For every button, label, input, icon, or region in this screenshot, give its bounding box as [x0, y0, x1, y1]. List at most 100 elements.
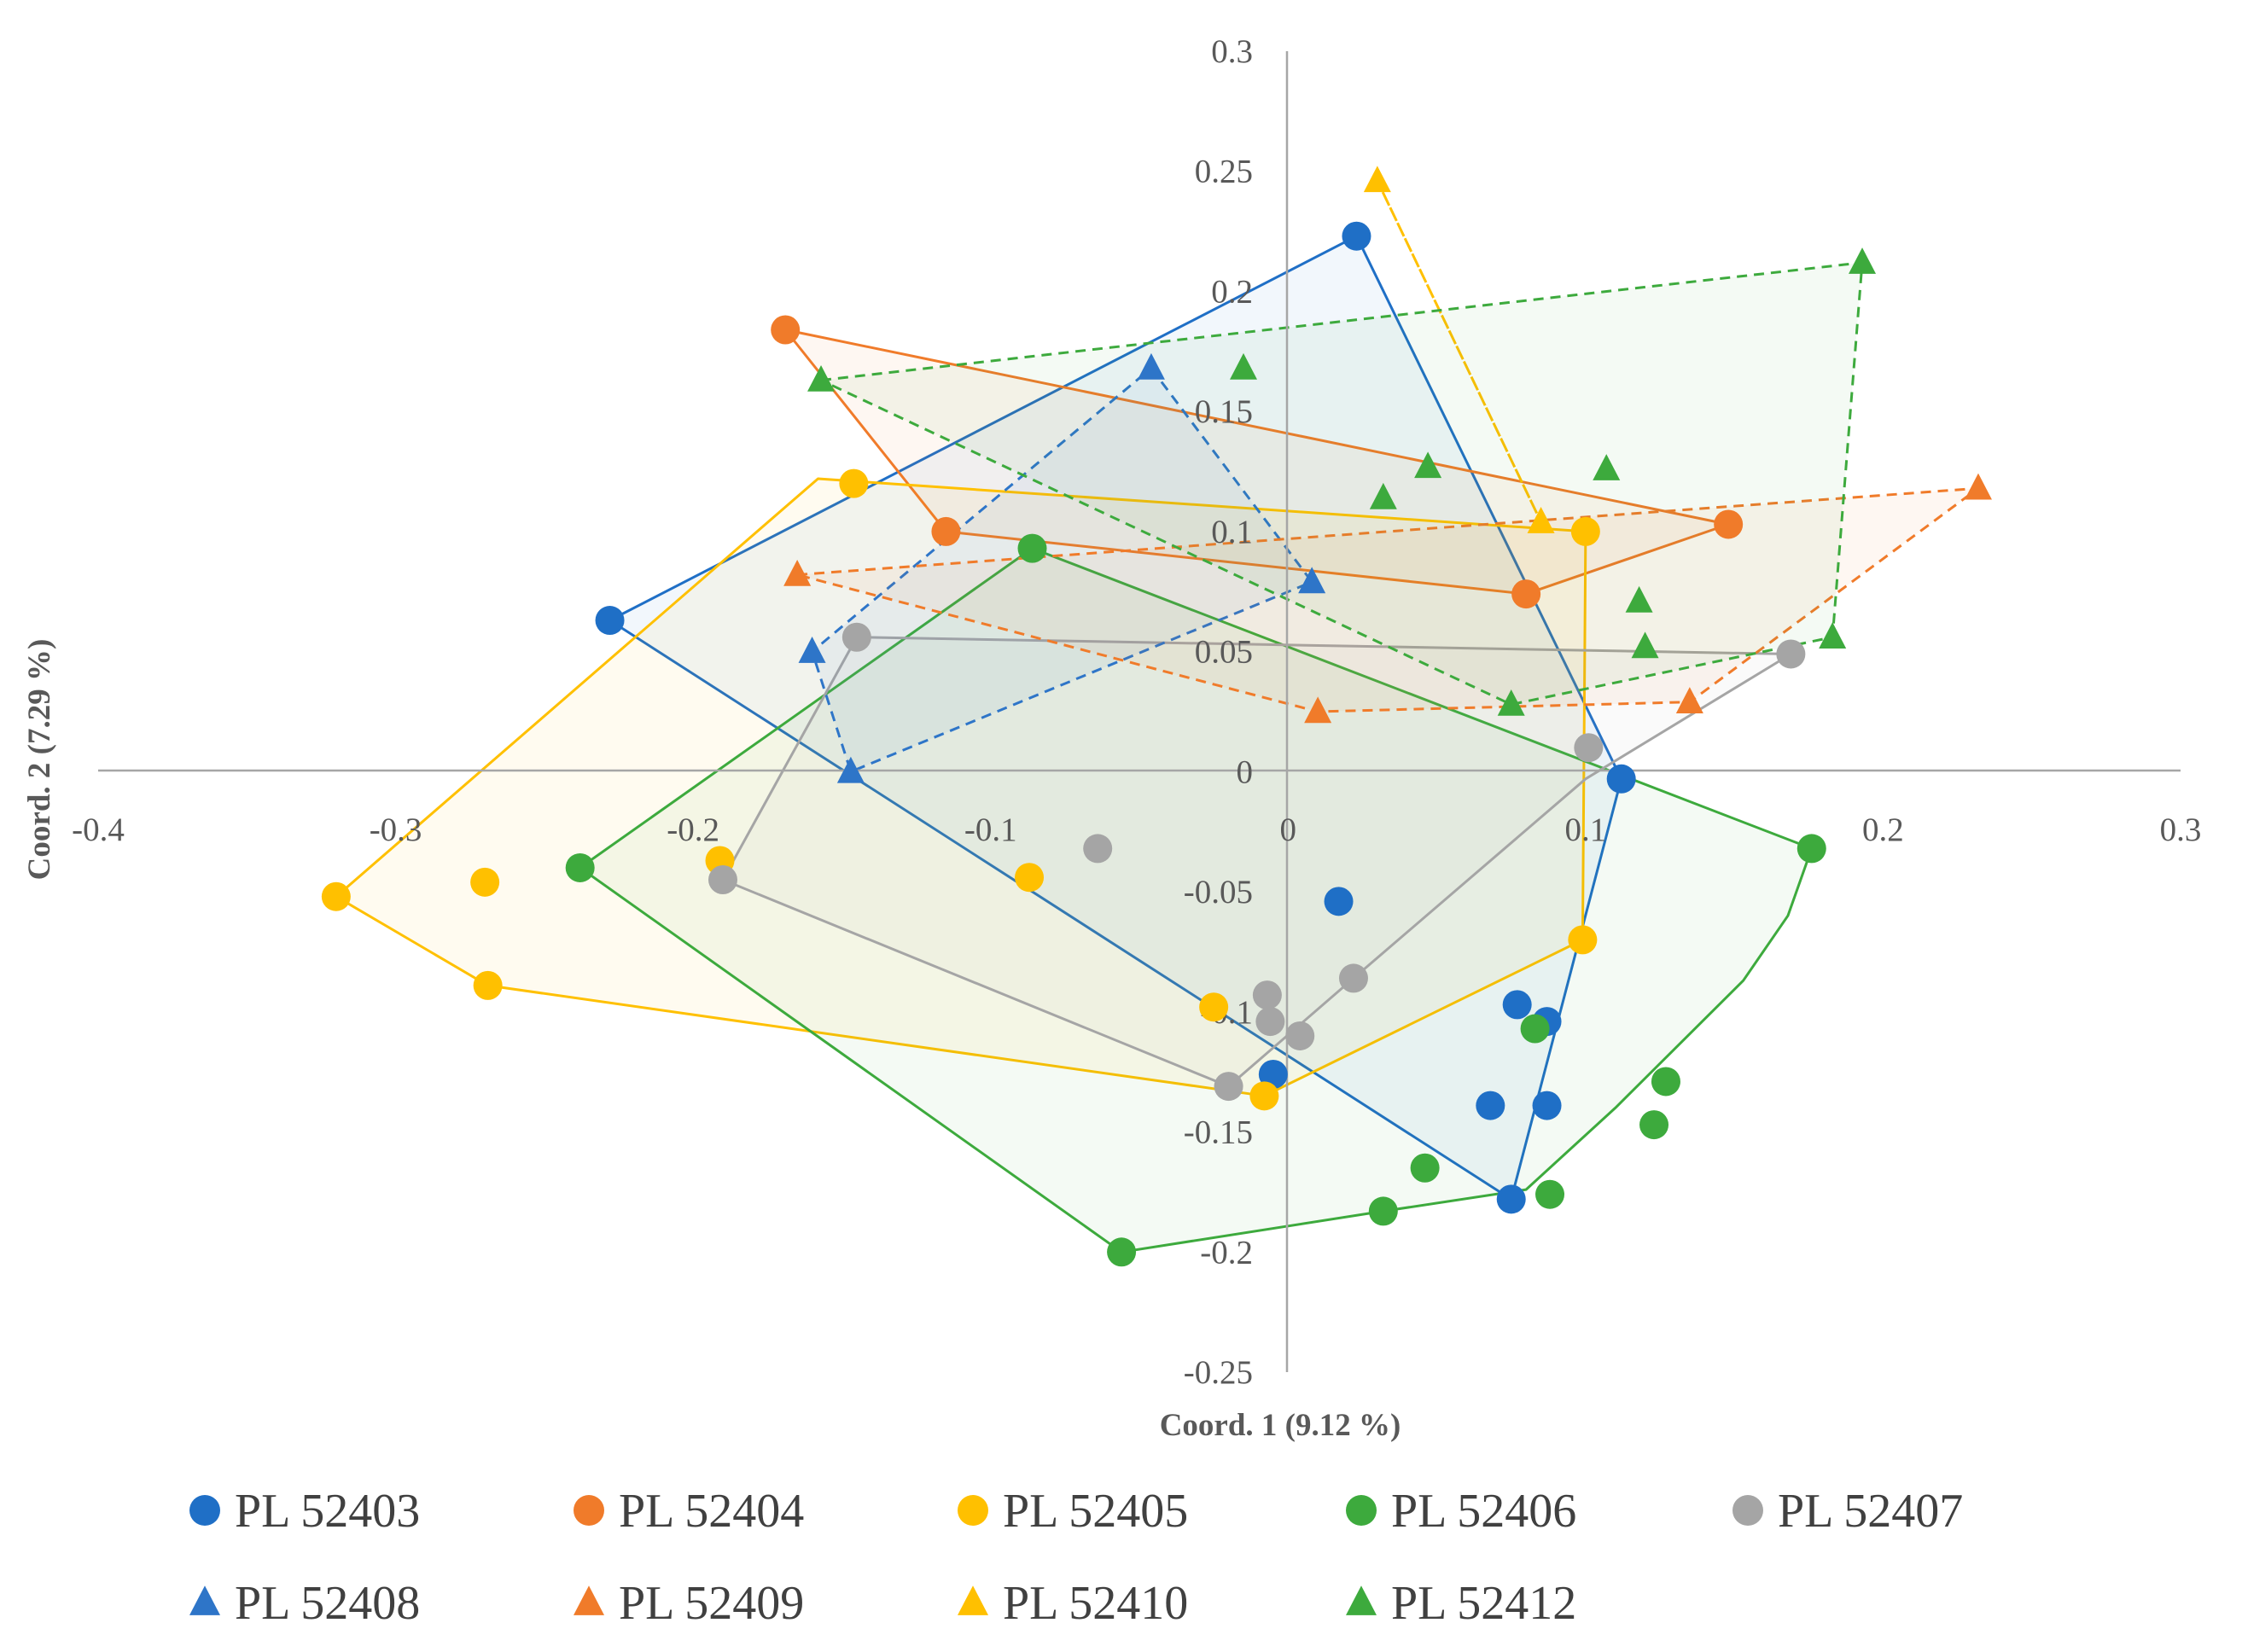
x-tick-label: 0.3 — [2160, 811, 2202, 848]
point-pl-52405 — [1570, 516, 1600, 546]
point-pl-52412 — [1849, 247, 1877, 274]
point-pl-52406 — [1797, 834, 1826, 864]
point-pl-52407 — [1776, 639, 1806, 669]
point-pl-52403 — [1476, 1091, 1505, 1120]
legend-marker-pl-52405 — [958, 1495, 988, 1526]
y-tick-label: 0.05 — [1195, 634, 1253, 671]
point-pl-52407 — [1255, 1007, 1285, 1037]
point-pl-52407 — [1338, 963, 1368, 993]
legend-marker-pl-52406 — [1346, 1495, 1377, 1526]
y-axis-title: Coord. 2 (7.29 %) — [22, 639, 57, 881]
y-tick-label: 0.2 — [1211, 273, 1253, 310]
point-pl-52403 — [1606, 764, 1636, 794]
point-pl-52405 — [839, 468, 869, 498]
point-pl-52409 — [1675, 687, 1703, 713]
point-pl-52403 — [1496, 1184, 1526, 1214]
point-pl-52412 — [1819, 622, 1847, 649]
legend: PL 52403 PL 52404 PL 52405 PL 52406 PL 52407… — [189, 1485, 1963, 1630]
point-pl-52403 — [1532, 1091, 1562, 1120]
point-pl-52405 — [321, 881, 351, 911]
point-pl-52405 — [1249, 1081, 1279, 1111]
legend-label-pl-52410: PL 52410 — [1003, 1577, 1188, 1630]
point-pl-52406 — [1368, 1196, 1398, 1226]
legend-marker-pl-52412 — [1346, 1585, 1377, 1615]
point-pl-52406 — [565, 852, 595, 882]
legend-label-pl-52405: PL 52405 — [1003, 1485, 1188, 1538]
point-pl-52412 — [1631, 631, 1659, 659]
legend-marker-pl-52408 — [189, 1585, 220, 1615]
point-pl-52407 — [708, 865, 737, 895]
point-pl-52408 — [1137, 352, 1165, 380]
point-pl-52406 — [1520, 1014, 1550, 1044]
point-pl-52406 — [1410, 1153, 1440, 1183]
point-pl-52410 — [1363, 166, 1391, 193]
point-pl-52407 — [1574, 733, 1604, 763]
point-pl-52403 — [1342, 221, 1371, 251]
y-tick-label: -0.25 — [1184, 1354, 1253, 1391]
point-pl-52412 — [1625, 585, 1653, 613]
point-pl-52405 — [1199, 992, 1229, 1022]
y-tick-label: 0.25 — [1195, 154, 1253, 190]
point-pl-52408 — [836, 756, 865, 783]
legend-label-pl-52408: PL 52408 — [235, 1577, 420, 1630]
point-pl-52412 — [807, 364, 836, 392]
point-pl-52406 — [1639, 1110, 1669, 1140]
x-tick-labels: -0.4 -0.3 -0.2 -0.1 0 0.1 0.2 0.3 — [72, 811, 2201, 848]
y-tick-label: -0.2 — [1200, 1234, 1253, 1271]
point-pl-52407 — [1083, 834, 1113, 864]
point-pl-52409 — [1304, 696, 1332, 724]
point-pl-52403 — [1324, 887, 1354, 916]
point-pl-52404 — [771, 315, 801, 345]
point-pl-52412 — [1230, 352, 1257, 380]
point-pl-52409 — [783, 559, 812, 586]
legend-marker-pl-52409 — [574, 1585, 604, 1615]
point-pl-52408 — [798, 637, 826, 663]
point-pl-52407 — [1252, 980, 1282, 1010]
point-pl-52408 — [1298, 567, 1326, 594]
point-pl-52405 — [1015, 863, 1045, 893]
point-pl-52404 — [1511, 579, 1541, 609]
x-tick-label: 0.1 — [1564, 811, 1606, 848]
point-pl-52404 — [1714, 509, 1744, 539]
x-tick-label: -0.4 — [72, 811, 125, 848]
point-pl-52405 — [470, 867, 500, 897]
x-tick-label: 0.2 — [1862, 811, 1904, 848]
data-points — [321, 166, 1992, 1267]
legend-label-pl-52409: PL 52409 — [619, 1577, 804, 1630]
point-pl-52407 — [1285, 1021, 1315, 1050]
point-pl-52407 — [1214, 1072, 1243, 1102]
y-tick-label: 0 — [1237, 753, 1254, 790]
point-pl-52406 — [1017, 533, 1047, 563]
point-pl-52409 — [1964, 473, 1992, 500]
point-pl-52412 — [1369, 482, 1397, 509]
legend-label-pl-52403: PL 52403 — [235, 1485, 420, 1538]
axes — [98, 51, 2181, 1372]
x-tick-label: -0.1 — [964, 811, 1017, 848]
point-pl-52412 — [1593, 454, 1621, 480]
x-tick-label: -0.3 — [370, 811, 422, 848]
point-pl-52404 — [931, 516, 961, 546]
point-pl-52405 — [1568, 925, 1598, 955]
point-pl-52405 — [473, 970, 503, 1000]
point-pl-52406 — [1107, 1237, 1137, 1267]
legend-label-pl-52404: PL 52404 — [619, 1485, 804, 1538]
point-pl-52403 — [1502, 990, 1532, 1020]
point-pl-52412 — [1414, 451, 1442, 479]
point-pl-52410 — [1527, 507, 1555, 533]
legend-marker-pl-52407 — [1732, 1495, 1763, 1526]
convex-hulls — [335, 179, 1980, 1254]
legend-marker-pl-52410 — [958, 1585, 988, 1615]
y-tick-label: 0.1 — [1211, 514, 1253, 550]
x-tick-label: -0.2 — [667, 811, 719, 848]
y-tick-label: -0.15 — [1184, 1114, 1253, 1151]
point-pl-52406 — [1651, 1067, 1680, 1096]
point-pl-52406 — [1535, 1179, 1565, 1209]
y-tick-label: -0.05 — [1184, 874, 1253, 910]
legend-marker-pl-52403 — [189, 1495, 220, 1526]
hull-pl-52406 — [579, 547, 1814, 1254]
x-axis-title: Coord. 1 (9.12 %) — [1160, 1408, 1401, 1443]
legend-label-pl-52406: PL 52406 — [1391, 1485, 1576, 1538]
y-tick-labels: 0.30.250.20.150.10.050-0.05-0.1-0.15-0.2… — [1184, 33, 1253, 1391]
point-pl-52403 — [595, 606, 625, 636]
legend-label-pl-52412: PL 52412 — [1391, 1577, 1576, 1630]
